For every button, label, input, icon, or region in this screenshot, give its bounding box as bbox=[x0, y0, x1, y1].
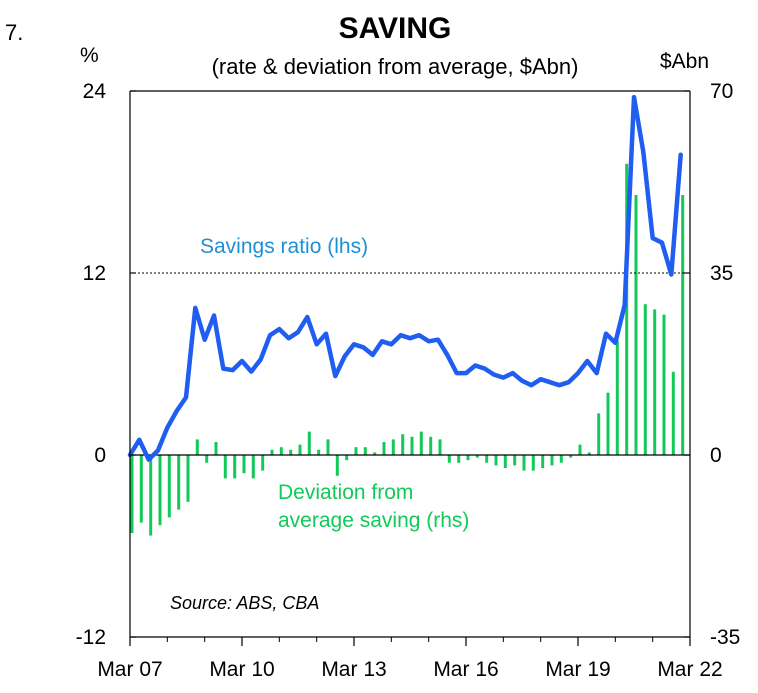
deviation-bar bbox=[261, 455, 265, 471]
deviation-bar bbox=[531, 455, 535, 471]
right-tick-label: 70 bbox=[710, 80, 733, 103]
right-axis-unit: $Abn bbox=[660, 50, 709, 73]
deviation-bar bbox=[606, 392, 610, 455]
deviation-bar bbox=[205, 455, 209, 463]
x-tick-label: Mar 13 bbox=[321, 658, 386, 681]
deviation-bar bbox=[270, 449, 274, 455]
deviation-bar bbox=[457, 455, 461, 463]
deviation-bar bbox=[522, 455, 526, 471]
deviation-bar bbox=[289, 449, 293, 455]
deviation-bar bbox=[298, 444, 302, 455]
savings-ratio-label: Savings ratio (lhs) bbox=[200, 235, 368, 258]
chart-title: SAVING bbox=[339, 12, 452, 45]
deviation-bar bbox=[578, 444, 582, 455]
deviation-bar bbox=[242, 455, 246, 474]
deviation-bar bbox=[158, 455, 162, 526]
x-tick-label: Mar 10 bbox=[209, 658, 274, 681]
deviation-bar bbox=[485, 455, 489, 463]
deviation-bar bbox=[251, 455, 255, 479]
deviation-bar bbox=[223, 455, 227, 479]
deviation-bar bbox=[345, 455, 349, 461]
deviation-bar bbox=[494, 455, 498, 466]
x-tick-label: Mar 22 bbox=[657, 658, 722, 681]
savings-ratio-line bbox=[127, 94, 683, 462]
deviation-bar bbox=[438, 439, 442, 455]
deviation-bar bbox=[354, 447, 358, 455]
figure-number: 7. bbox=[5, 20, 23, 45]
deviation-bar bbox=[503, 455, 507, 468]
left-axis-unit: % bbox=[80, 44, 99, 67]
deviation-bar bbox=[587, 452, 591, 455]
deviation-bar bbox=[429, 436, 433, 455]
deviation-label-line2: average saving (rhs) bbox=[278, 509, 469, 532]
plot-area: 24 12 0 -12 70 35 0 -35 Mar 07 Mar 10 Mar 13 Mar 16… bbox=[76, 80, 741, 681]
deviation-bar bbox=[550, 455, 554, 466]
deviation-bar bbox=[233, 455, 237, 479]
right-tick-label: 35 bbox=[710, 262, 733, 285]
right-tick-label: -35 bbox=[710, 626, 740, 649]
deviation-bar bbox=[401, 434, 405, 455]
deviation-bar bbox=[373, 452, 377, 455]
deviation-label-line1: Deviation from bbox=[278, 481, 413, 504]
deviation-bar bbox=[447, 455, 451, 463]
deviation-bar bbox=[625, 163, 629, 456]
left-tick-label: 12 bbox=[83, 262, 106, 285]
deviation-bar bbox=[615, 340, 619, 455]
deviation-bar bbox=[559, 455, 563, 463]
left-tick-label: 24 bbox=[83, 80, 107, 103]
deviation-bar bbox=[214, 442, 218, 455]
right-tick-label: 0 bbox=[710, 444, 722, 467]
deviation-bar bbox=[391, 439, 395, 455]
deviation-bar bbox=[363, 447, 367, 455]
deviation-bar bbox=[167, 455, 171, 518]
left-tick-label: 0 bbox=[94, 444, 106, 467]
deviation-bar bbox=[681, 195, 685, 455]
deviation-bar bbox=[195, 439, 199, 455]
deviation-bar bbox=[149, 455, 153, 536]
deviation-bar bbox=[475, 455, 479, 458]
deviation-bar bbox=[410, 436, 414, 455]
deviation-bar bbox=[186, 455, 190, 502]
deviation-bar bbox=[335, 455, 339, 476]
deviation-bar bbox=[382, 442, 386, 455]
deviation-bar bbox=[307, 431, 311, 455]
deviation-bar bbox=[634, 195, 638, 455]
deviation-bar bbox=[279, 447, 283, 455]
left-tick-label: -12 bbox=[76, 626, 106, 649]
x-tick-label: Mar 19 bbox=[545, 658, 610, 681]
deviation-bar bbox=[541, 455, 545, 468]
deviation-bar bbox=[317, 449, 321, 455]
chart-subtitle: (rate & deviation from average, $Abn) bbox=[212, 54, 579, 79]
deviation-bar bbox=[466, 455, 470, 461]
deviation-bar bbox=[419, 431, 423, 455]
deviation-bar bbox=[326, 439, 330, 455]
deviation-bar bbox=[130, 455, 134, 533]
deviation-bar bbox=[662, 314, 666, 455]
deviation-bar bbox=[653, 309, 657, 455]
deviation-bar bbox=[177, 455, 181, 510]
x-tick-label: Mar 16 bbox=[433, 658, 498, 681]
deviation-bar bbox=[513, 455, 517, 466]
deviation-bar bbox=[139, 455, 143, 523]
deviation-bar bbox=[597, 413, 601, 455]
x-tick-label: Mar 07 bbox=[97, 658, 162, 681]
deviation-bar bbox=[643, 304, 647, 455]
source-note: Source: ABS, CBA bbox=[170, 593, 319, 613]
deviation-bar bbox=[671, 371, 675, 455]
deviation-bar bbox=[569, 455, 573, 458]
